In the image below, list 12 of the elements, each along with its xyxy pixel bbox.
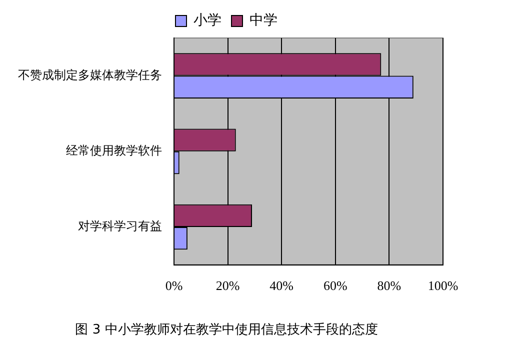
x-tick-label: 20%: [216, 278, 240, 294]
x-tick-label: 0%: [165, 278, 183, 294]
legend-label: 小学: [194, 12, 222, 29]
text: 图 3 中小学教师对在教学中使用信息技术手段的态度: [75, 322, 378, 338]
x-tick-label: 80%: [377, 278, 402, 294]
y-tick-label: 经常使用教学软件: [66, 144, 162, 158]
x-tick-label: 60%: [323, 278, 348, 294]
x-tick-label: 100%: [428, 278, 458, 294]
y-tick-label: 不赞成制定多媒体教学任务: [18, 68, 162, 82]
legend-label: 中学: [250, 12, 278, 29]
y-tick-label: 对学科学习有益: [78, 219, 162, 234]
x-tick-label: 40%: [270, 278, 294, 294]
